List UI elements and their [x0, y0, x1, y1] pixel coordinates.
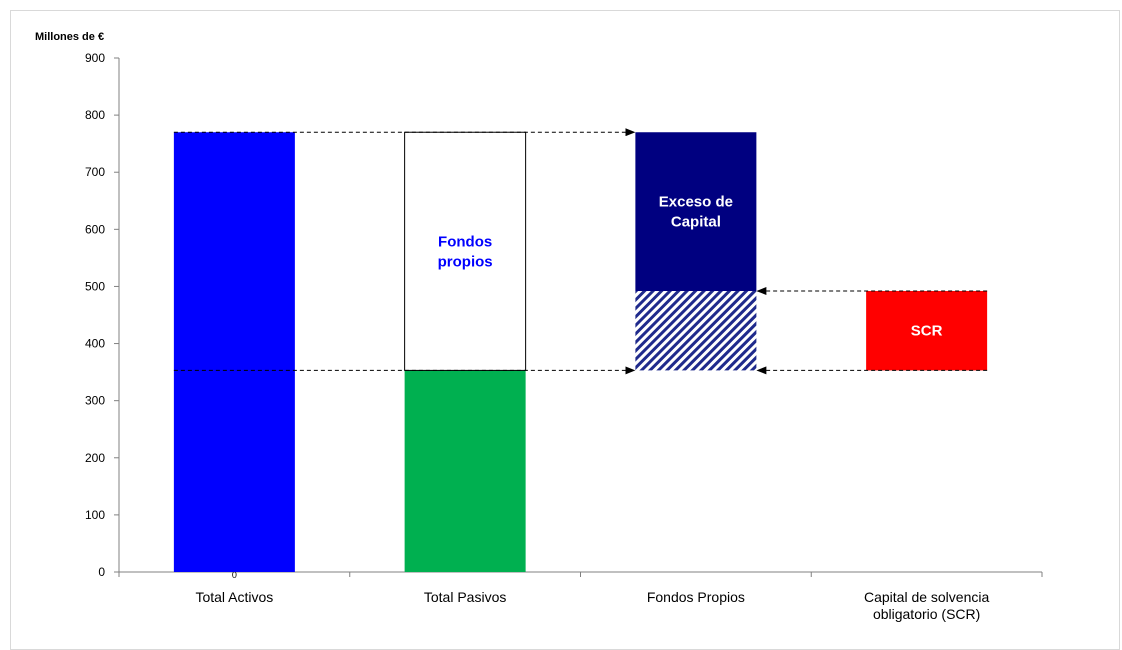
x-category-label: Fondos Propios: [647, 589, 745, 605]
x-origin-label: 0: [232, 570, 237, 580]
bar-segment: [173, 132, 295, 572]
bar-segment: [635, 291, 757, 371]
bar-segment: [635, 132, 757, 292]
y-tick-label: 600: [85, 222, 105, 236]
x-category-label: Capital de solvencia obligatorio (SCR): [864, 589, 990, 622]
bar-segment: [404, 370, 526, 572]
y-tick-label: 900: [85, 51, 105, 65]
y-tick-label: 800: [85, 108, 105, 122]
y-tick-label: 400: [85, 337, 105, 351]
y-tick-label: 0: [98, 565, 105, 579]
bars: [173, 131, 988, 572]
y-tick-label: 100: [85, 508, 105, 522]
connectors: [173, 128, 988, 375]
y-tick-label: 300: [85, 394, 105, 408]
axes: 0 100 200 300 400 500 600 700 800 900 Total Activo…: [85, 51, 1043, 622]
y-tick-label: 700: [85, 165, 105, 179]
segment-label: Exceso de Capital: [659, 194, 733, 231]
x-category-label: Total Pasivos: [424, 589, 506, 605]
y-tick-label: 500: [85, 279, 105, 293]
bar-segment: [404, 131, 527, 371]
unit-label: Millones de €: [35, 31, 104, 43]
capital-chart: Millones de € 0 100 200 300 400 500 600 700 800 9…: [35, 31, 1043, 622]
bar-segment: [866, 291, 988, 371]
segment-label: Fondos propios: [438, 233, 493, 270]
segment-label: SCR: [911, 323, 943, 340]
labels: Fondos propios Exceso de Capital SCR: [438, 194, 943, 340]
y-tick-label: 200: [85, 451, 105, 465]
x-category-label: Total Activos: [195, 589, 273, 605]
